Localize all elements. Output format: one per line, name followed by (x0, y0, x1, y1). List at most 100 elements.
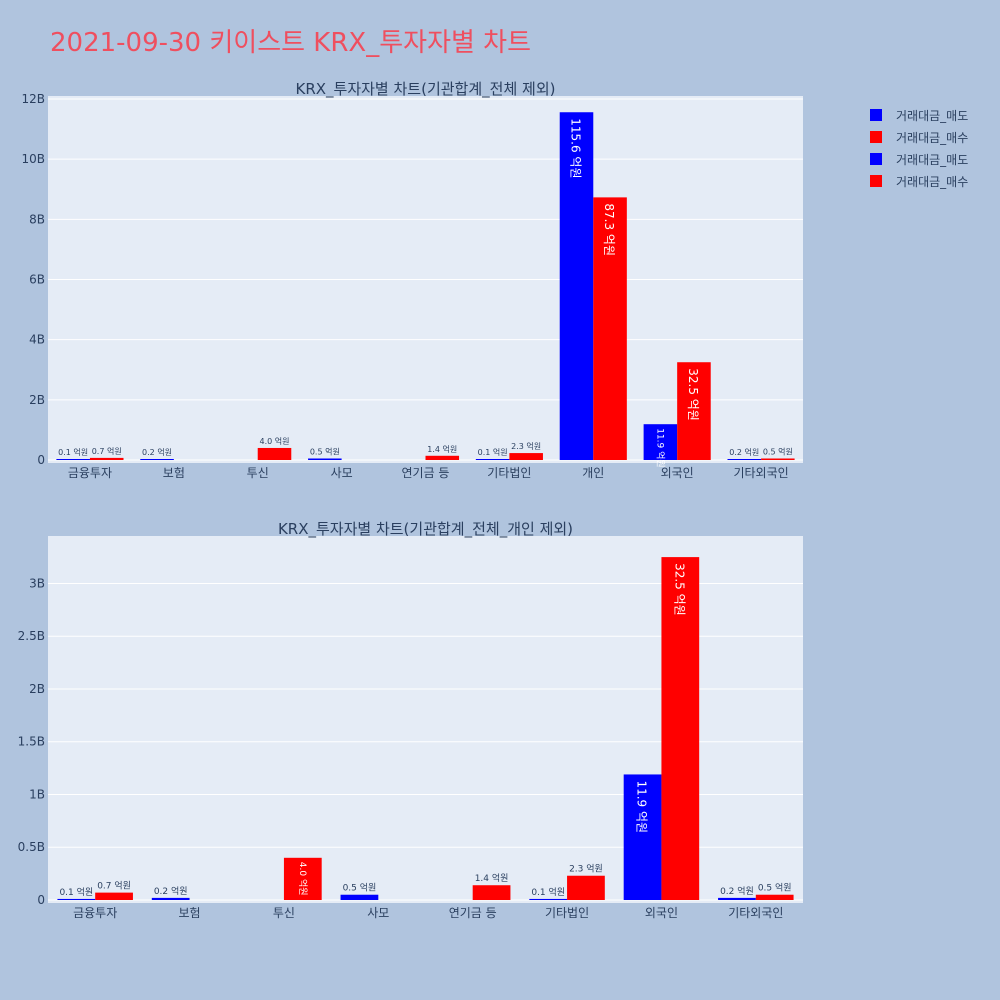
legend-swatch (870, 109, 882, 121)
chart-2: 0 0.5B 1B 1.5B 2B 2.5B 3B KRX_투자자별 차트(기관합계_전체_개… (18, 520, 803, 920)
legend-swatch (870, 153, 882, 165)
data-label: 0.5 억원 (343, 882, 377, 894)
y-tick-label: 0.5B (18, 840, 45, 854)
data-label: 0.2 억원 (729, 447, 759, 457)
bar-buy (761, 458, 795, 460)
x-tick-label: 기타외국인 (733, 466, 788, 480)
legend-label: 거래대금_매수 (896, 130, 969, 145)
data-label: 0.2 억원 (154, 885, 188, 897)
y-tick-label: 2B (29, 682, 45, 696)
data-label: 1.4 억원 (427, 444, 457, 454)
data-label: 1.4 억원 (475, 872, 509, 884)
bar-buy (425, 455, 460, 460)
x-tick-label: 기타법인 (545, 906, 589, 920)
x-tick-label: 금융투자 (68, 466, 112, 480)
data-label: 0.5 억원 (758, 882, 792, 894)
data-label: 32.5 억원 (672, 563, 686, 616)
legend-swatch (870, 131, 882, 143)
x-tick-label: 외국인 (661, 466, 694, 480)
bar-sell (718, 897, 756, 900)
x-tick-label: 금융투자 (73, 906, 117, 920)
x-tick-label: 기타외국인 (728, 906, 783, 920)
legend-label: 거래대금_매도 (896, 152, 969, 167)
bar-sell (57, 898, 96, 900)
bar-buy (567, 875, 605, 900)
bar-buy (661, 557, 700, 900)
y-tick-label: 4B (29, 333, 45, 347)
data-label: 0.7 억원 (92, 446, 122, 456)
bar-sell (151, 897, 190, 900)
bar-sell (643, 424, 678, 460)
bar-sell (623, 774, 662, 900)
data-label: 2.3 억원 (511, 441, 541, 451)
data-label: 0.5 억원 (763, 446, 793, 456)
data-label: 11.9 억원 (635, 780, 649, 833)
y-tick-label: 0 (37, 893, 45, 907)
data-label: 87.3 억원 (602, 203, 616, 256)
data-label: 32.5 억원 (686, 368, 700, 421)
data-label: 0.7 억원 (97, 880, 131, 892)
bar-sell (308, 458, 342, 460)
x-tick-label: 사모 (367, 906, 389, 920)
y-tick-label: 10B (21, 152, 45, 166)
data-label: 11.9 억원 (654, 428, 666, 467)
data-label: 0.1 억원 (59, 886, 93, 898)
y-tick-label: 2.5B (18, 629, 45, 643)
bar-sell (140, 459, 174, 460)
x-tick-label: 개인 (582, 466, 604, 480)
x-tick-label: 외국인 (645, 906, 678, 920)
x-tick-label: 연기금 등 (402, 466, 450, 480)
data-label: 2.3 억원 (569, 863, 603, 875)
x-tick-label: 기타법인 (487, 466, 531, 480)
y-tick-label: 1.5B (18, 735, 45, 749)
bar-buy (95, 892, 133, 900)
data-label: 0.1 억원 (531, 886, 565, 898)
legend-item[interactable]: 거래대금_매수 (870, 126, 968, 148)
data-label: 4.0 억원 (297, 862, 309, 896)
legend-label: 거래대금_매도 (896, 108, 969, 123)
y-tick-label: 12B (21, 92, 45, 106)
bar-sell (56, 459, 90, 460)
data-label: 0.1 억원 (478, 447, 508, 457)
bar-buy (755, 894, 794, 900)
bar-buy (89, 457, 124, 460)
bar-buy (257, 447, 292, 460)
legend: 거래대금_매도 거래대금_매수 거래대금_매도 거래대금_매수 (870, 104, 968, 192)
y-tick-label: 2B (29, 393, 45, 407)
y-tick-label: 0 (37, 453, 45, 467)
y-tick-label: 6B (29, 273, 45, 287)
y-tick-label: 1B (29, 787, 45, 801)
legend-label: 거래대금_매수 (896, 174, 969, 189)
data-label: 0.1 억원 (58, 447, 88, 457)
page-title: 2021-09-30 키이스트 KRX_투자자별 차트 (50, 28, 532, 58)
bar-sell (529, 898, 568, 900)
x-tick-label: 연기금 등 (449, 906, 497, 920)
bar-sell (727, 459, 762, 460)
x-tick-label: 투신 (273, 906, 295, 920)
y-tick-label: 8B (29, 212, 45, 226)
legend-item[interactable]: 거래대금_매도 (870, 148, 968, 170)
bar-sell (559, 112, 594, 460)
bar-sell (475, 459, 510, 460)
legend-item[interactable]: 거래대금_매수 (870, 170, 968, 192)
legend-item[interactable]: 거래대금_매도 (870, 104, 968, 126)
chart-1: 0 2B 4B 6B 8B 10B 12B KRX_투자자별 차트(기관합계_전체 제외) 금융… (21, 80, 803, 480)
bar-buy (677, 362, 711, 460)
bar-buy (283, 857, 322, 900)
x-tick-label: 투신 (247, 466, 269, 480)
chart-title: KRX_투자자별 차트(기관합계_전체 제외) (296, 80, 556, 99)
data-label: 0.2 억원 (720, 885, 754, 897)
data-label: 0.5 억원 (310, 446, 340, 456)
chart-title: KRX_투자자별 차트(기관합계_전체_개인 제외) (278, 520, 573, 539)
data-label: 4.0 억원 (260, 436, 290, 446)
bar-buy (472, 885, 511, 900)
data-label: 0.2 억원 (142, 447, 172, 457)
x-tick-label: 보험 (179, 906, 201, 920)
bar-buy (593, 197, 627, 460)
x-tick-label: 사모 (331, 466, 353, 480)
legend-swatch (870, 175, 882, 187)
bar-sell (340, 894, 379, 900)
data-label: 115.6 억원 (569, 118, 583, 178)
x-tick-label: 보험 (163, 466, 185, 480)
